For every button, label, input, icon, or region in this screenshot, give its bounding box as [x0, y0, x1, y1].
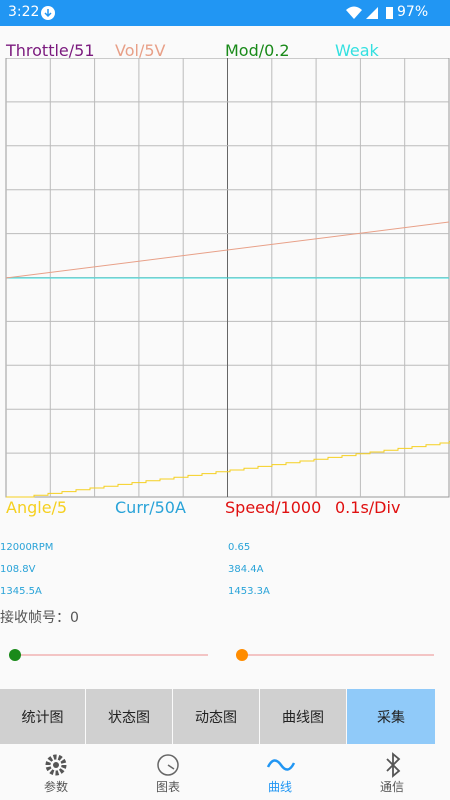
legend-speed: Speed/1000: [225, 498, 322, 517]
angle-line: [6, 440, 450, 498]
frame-counter: 接收帧号：0: [0, 610, 79, 626]
legend-weak: Weak: [335, 41, 379, 60]
nav-label[interactable]: 参数: [43, 780, 68, 794]
legend-curr: Curr/50A: [115, 498, 186, 517]
legend-vol: Vol/5V: [115, 41, 166, 60]
vol-line: [5, 221, 450, 279]
legend-throttle: Throttle/51: [6, 41, 95, 60]
legend-timebase: 0.1s/Div: [335, 498, 401, 517]
slider-left[interactable]: [9, 649, 21, 661]
tab-button[interactable]: 状态图: [86, 689, 172, 744]
scope-chart: [5, 58, 450, 498]
nav-icons: [45, 752, 401, 778]
sliders: [9, 649, 434, 661]
nav-label[interactable]: 通信: [379, 780, 404, 794]
readout: 108.8V: [0, 564, 36, 575]
legend-mod: Mod/0.2: [225, 41, 290, 60]
status-icons: [346, 6, 393, 19]
slider-right[interactable]: [236, 649, 248, 661]
status-bar: 3:22 97%: [0, 0, 450, 26]
tab-button[interactable]: 统计图: [0, 689, 85, 744]
legend-angle: Angle/5: [6, 498, 68, 517]
nav-label[interactable]: 曲线: [267, 780, 292, 794]
bottom-nav: 参数 图表 曲线 通信: [0, 744, 450, 800]
battery: 97%: [397, 4, 429, 20]
tab-button[interactable]: 曲线图: [260, 689, 346, 744]
readout: 12000RPM: [0, 542, 54, 553]
tab-button[interactable]: 采集: [347, 689, 435, 744]
nav-label[interactable]: 图表: [155, 780, 180, 794]
readout: 384.4A: [228, 564, 264, 575]
readout: 1345.5A: [0, 586, 42, 597]
tab-button[interactable]: 动态图: [173, 689, 259, 744]
readout: 0.65: [228, 542, 251, 553]
readout: 1453.3A: [228, 586, 270, 597]
download-icon: [41, 6, 55, 20]
time: 3:22: [8, 4, 40, 20]
